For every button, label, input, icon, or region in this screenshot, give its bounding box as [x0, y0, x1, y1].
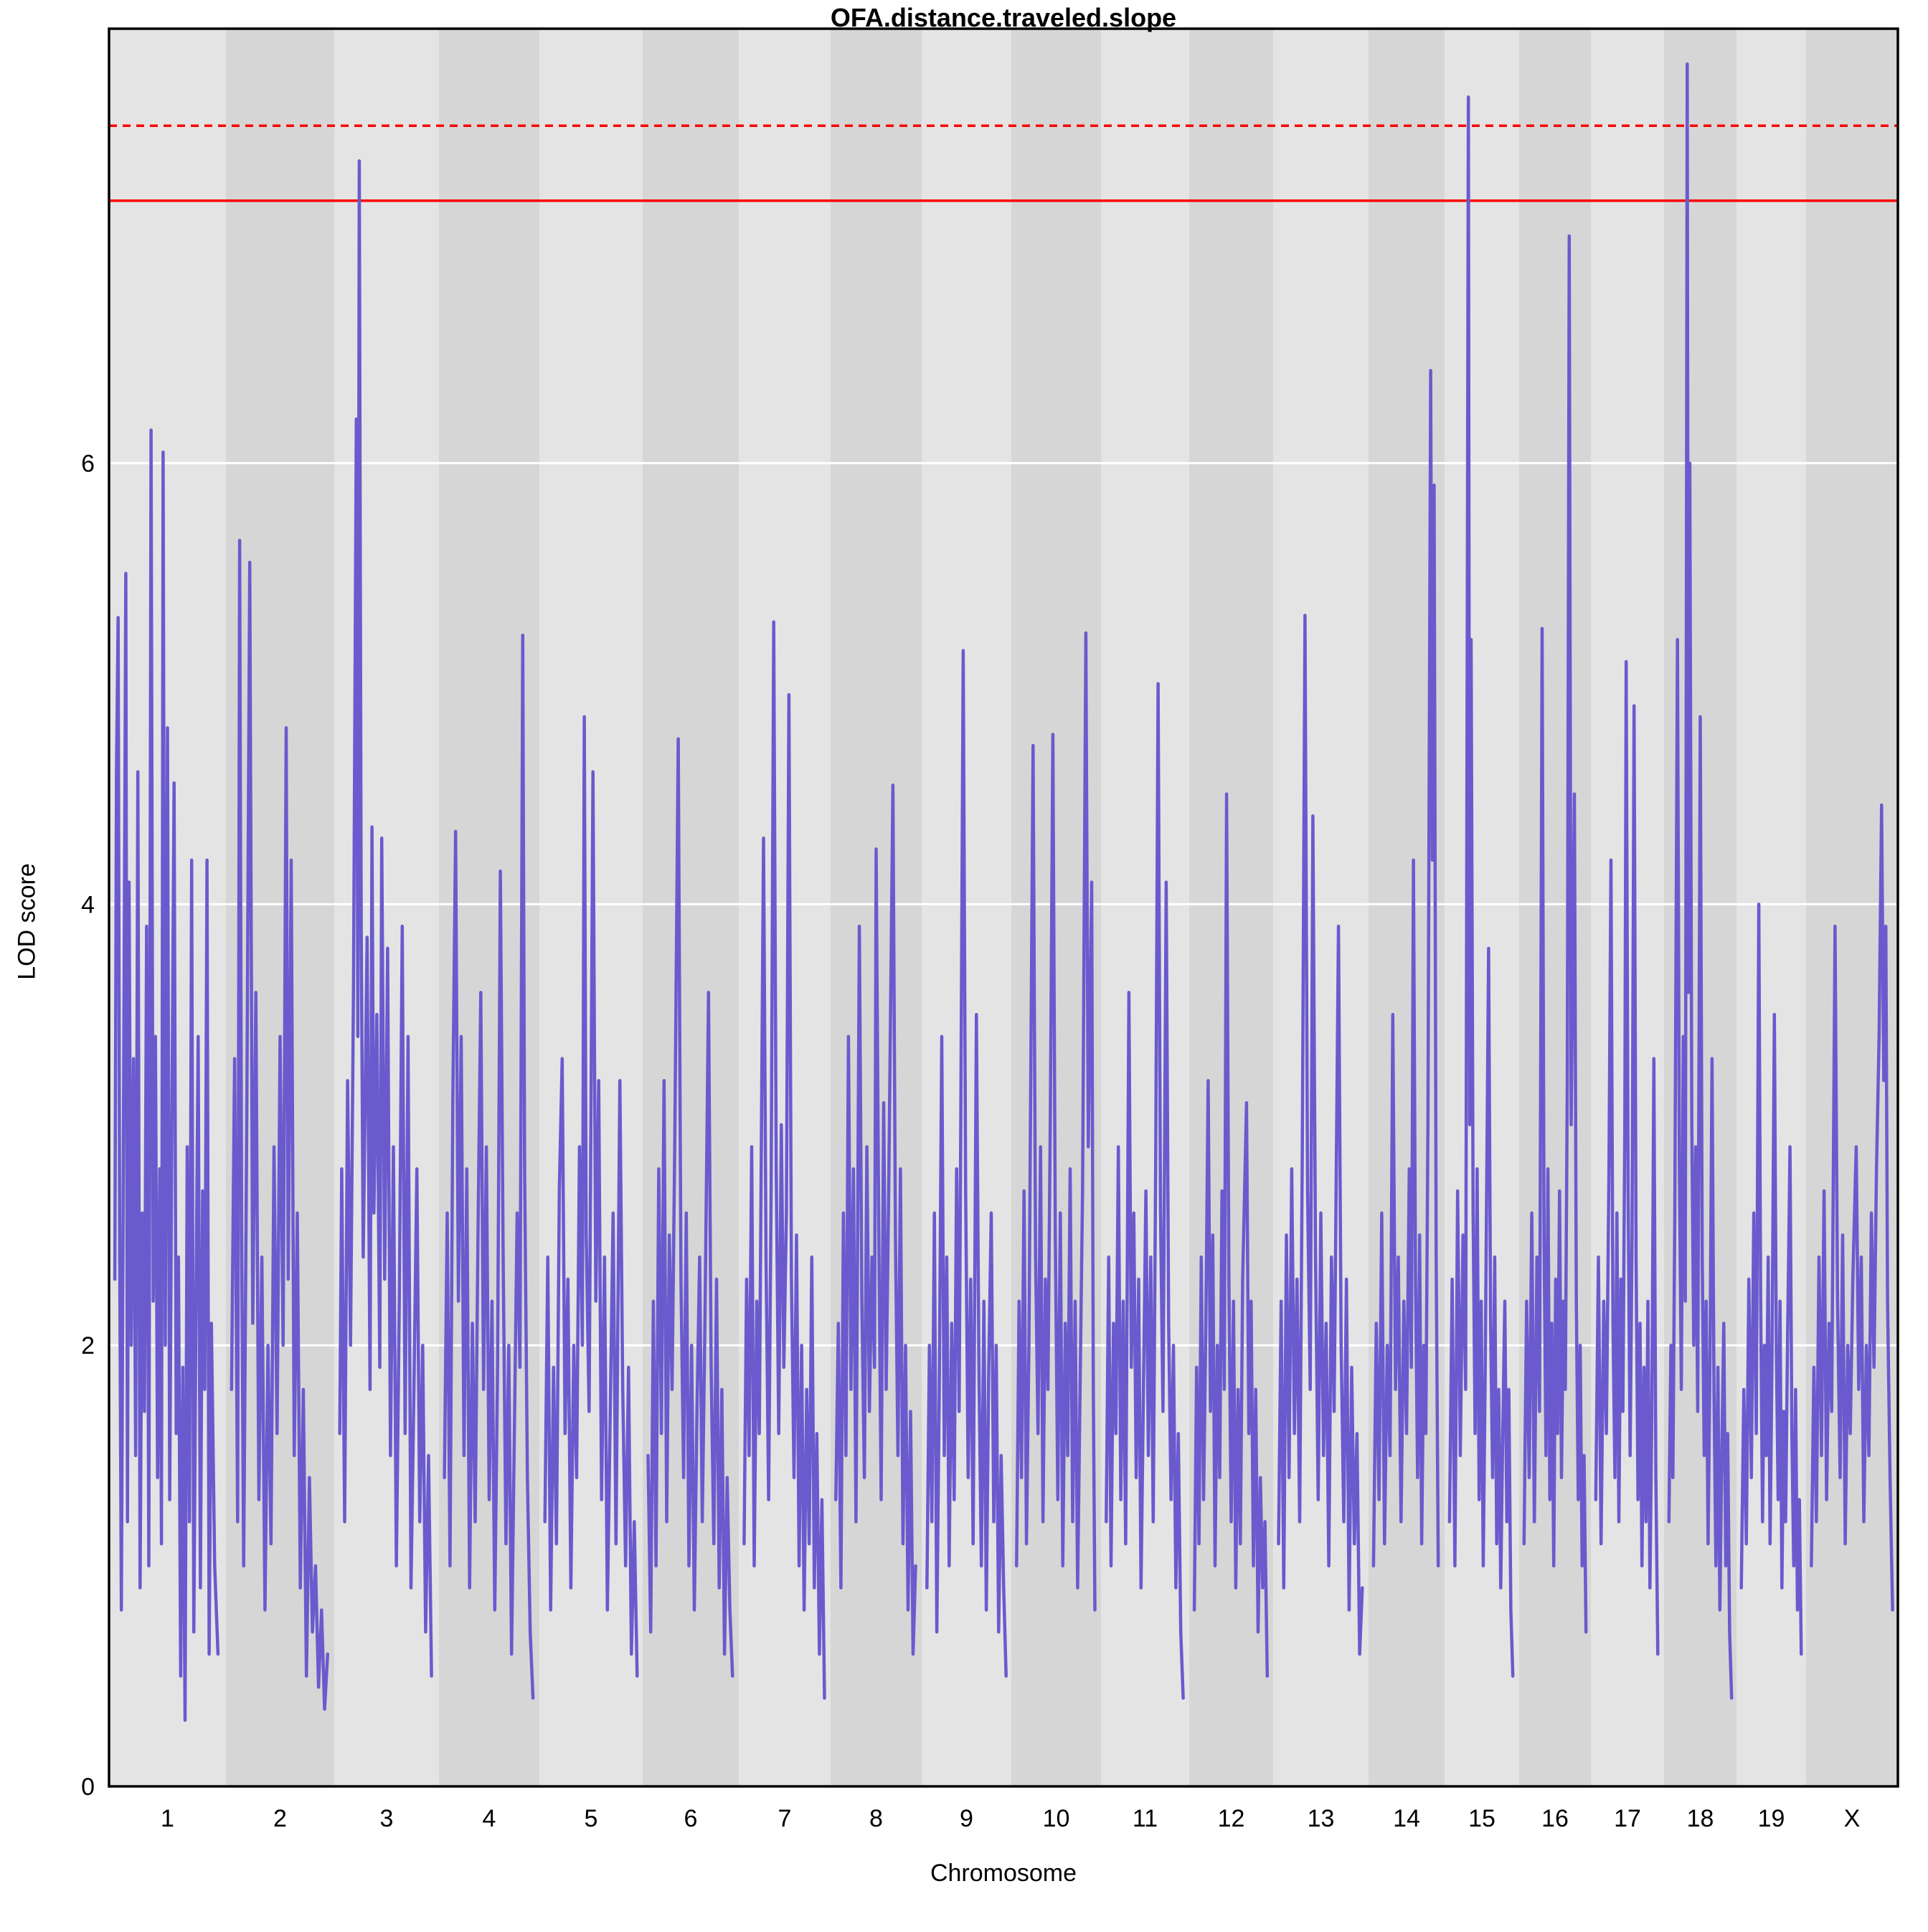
- chromosome-band-14: [1369, 29, 1445, 1786]
- lod-curve-chr-2: [230, 538, 330, 1711]
- lod-curve-chr-1: [113, 428, 220, 1723]
- x-tick-label-chr-9: 9: [960, 1805, 973, 1832]
- lod-curve-chr-19: [1739, 903, 1803, 1656]
- y-tick-label-6: 6: [81, 451, 95, 478]
- lod-curve-chr-X: [1810, 803, 1894, 1612]
- plot-border: [108, 27, 1899, 1788]
- x-tick-label-chr-5: 5: [585, 1805, 598, 1832]
- x-tick-label-chr-3: 3: [380, 1805, 394, 1832]
- x-tick-label-chr-7: 7: [778, 1805, 792, 1832]
- x-tick-label-chr-12: 12: [1218, 1805, 1245, 1832]
- lod-curve-chr-15: [1447, 95, 1515, 1678]
- lod-curve-chr-9: [925, 649, 1008, 1678]
- lod-curve-chr-13: [1277, 613, 1364, 1656]
- lod-curve-chr-6: [646, 737, 734, 1678]
- x-tick-label-chr-14: 14: [1393, 1805, 1420, 1832]
- lod-curve-chr-12: [1192, 792, 1270, 1678]
- x-tick-label-chr-6: 6: [684, 1805, 698, 1832]
- lod-curve-chr-18: [1667, 62, 1734, 1700]
- lod-curve-chr-10: [1015, 631, 1097, 1612]
- lod-curve-chr-17: [1594, 659, 1660, 1656]
- y-tick-label-4: 4: [81, 891, 95, 918]
- x-tick-label-chr-X: X: [1844, 1805, 1861, 1832]
- lod-curve-chr-16: [1522, 234, 1588, 1634]
- x-tick-label-chr-11: 11: [1133, 1805, 1158, 1832]
- lod-curve-chr-3: [338, 159, 433, 1678]
- x-tick-label-chr-8: 8: [869, 1805, 883, 1832]
- x-tick-label-chr-4: 4: [483, 1805, 496, 1832]
- x-axis-title: Chromosome: [930, 1860, 1077, 1887]
- x-tick-label-chr-2: 2: [273, 1805, 287, 1832]
- x-tick-label-chr-13: 13: [1308, 1805, 1335, 1832]
- chromosome-band-X: [1806, 29, 1898, 1786]
- x-tick-label-chr-18: 18: [1687, 1805, 1714, 1832]
- lod-curve-chr-14: [1371, 369, 1440, 1568]
- plot-title: OFA.distance.traveled.slope: [830, 3, 1177, 32]
- x-tick-label-chr-1: 1: [161, 1805, 174, 1832]
- x-tick-label-chr-15: 15: [1468, 1805, 1495, 1832]
- lod-curve-chr-11: [1105, 682, 1185, 1700]
- y-axis-title: LOD score: [13, 863, 41, 980]
- y-tick-label-0: 0: [81, 1773, 95, 1801]
- lod-curve-chr-4: [443, 633, 535, 1700]
- lod-curve-chr-5: [543, 715, 639, 1678]
- lod-curve-chr-7: [742, 620, 826, 1700]
- x-tick-label-chr-16: 16: [1541, 1805, 1569, 1832]
- x-tick-label-chr-17: 17: [1614, 1805, 1641, 1832]
- x-tick-label-chr-10: 10: [1043, 1805, 1070, 1832]
- y-tick-label-2: 2: [81, 1332, 95, 1360]
- x-tick-label-chr-19: 19: [1758, 1805, 1785, 1832]
- lod-curve-chr-8: [834, 783, 917, 1656]
